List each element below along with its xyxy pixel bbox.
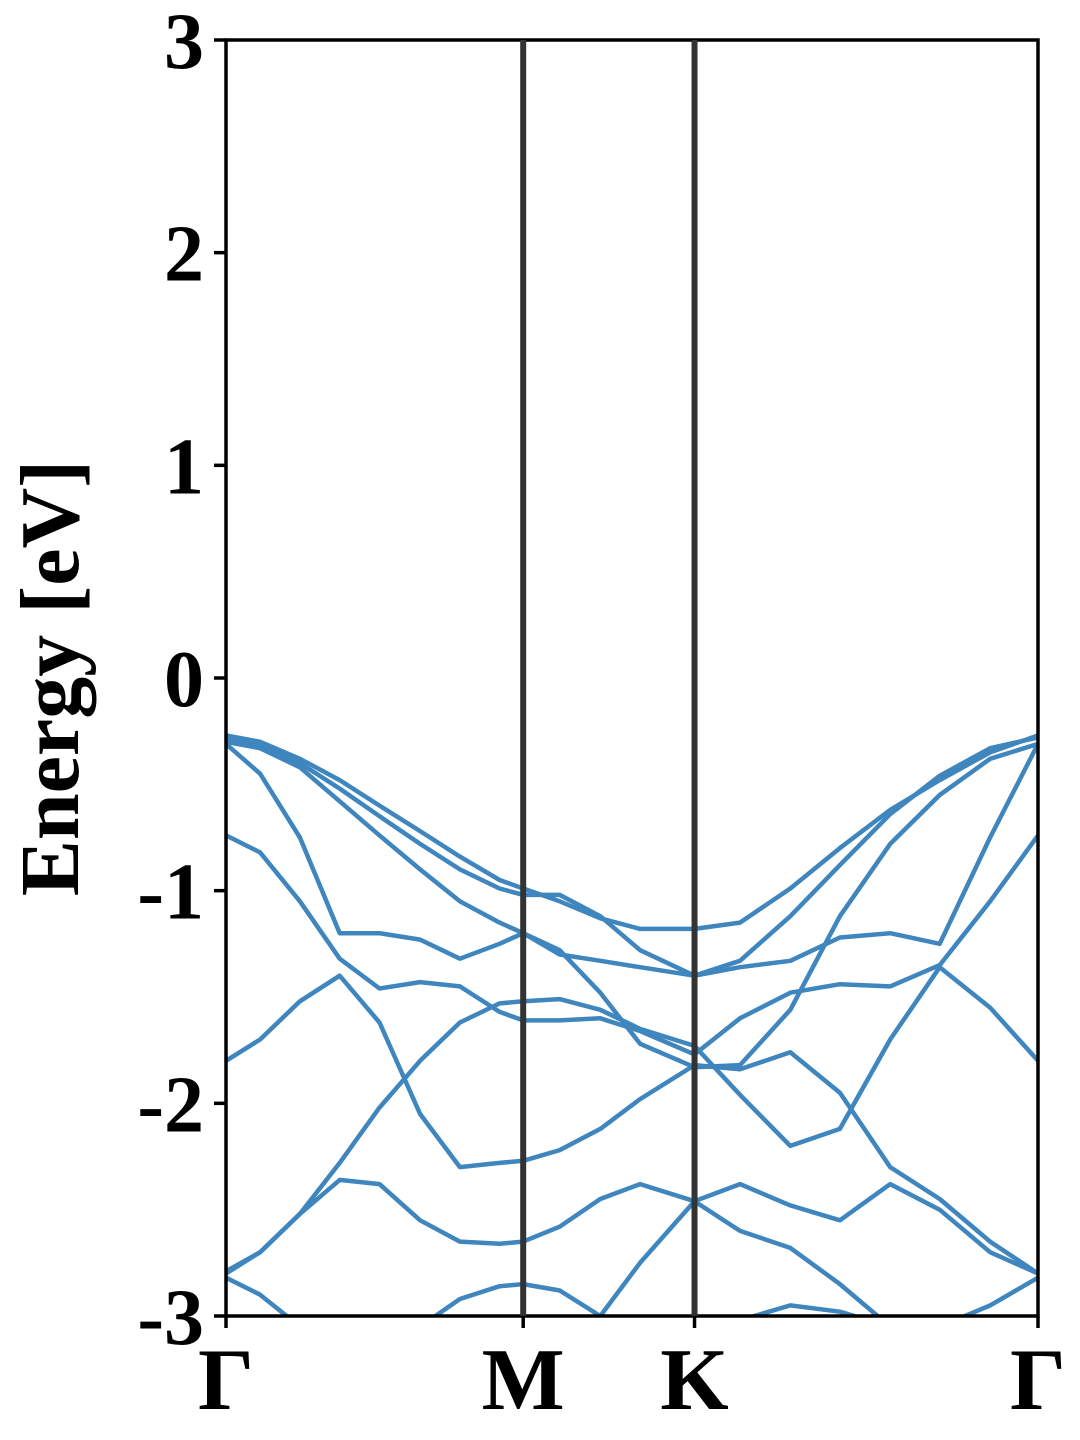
- x-tick-label: Γ: [1010, 1332, 1066, 1429]
- y-axis-label: Energy [eV]: [4, 460, 97, 896]
- band-line: [226, 973, 1038, 1276]
- y-tick-label: 1: [164, 423, 204, 511]
- band-line: [226, 742, 1038, 978]
- band-line: [226, 964, 1038, 1274]
- axes: -3 -2 -1 0 1 2 3 Γ M K Γ: [137, 0, 1066, 1429]
- x-tick-label: K: [660, 1332, 728, 1429]
- band-line: [226, 739, 1038, 1070]
- band-line: [226, 1198, 1038, 1316]
- band-line: [746, 1303, 863, 1316]
- band-line: [226, 733, 1038, 932]
- y-tick-label: -1: [137, 849, 204, 937]
- band-line: [226, 735, 1038, 978]
- band-line: [226, 833, 1038, 1057]
- x-tick-label: M: [482, 1332, 565, 1429]
- y-tick-label: 3: [164, 0, 204, 86]
- bands: [226, 733, 1038, 1316]
- band-line: [226, 1177, 1038, 1276]
- y-tick-label: 2: [164, 211, 204, 299]
- y-tick-label: -2: [137, 1061, 204, 1149]
- plot-frame: [224, 38, 1040, 1318]
- x-tick-label: Γ: [198, 1332, 254, 1429]
- y-tick-label: -3: [137, 1274, 204, 1362]
- y-tick-label: 0: [164, 636, 204, 724]
